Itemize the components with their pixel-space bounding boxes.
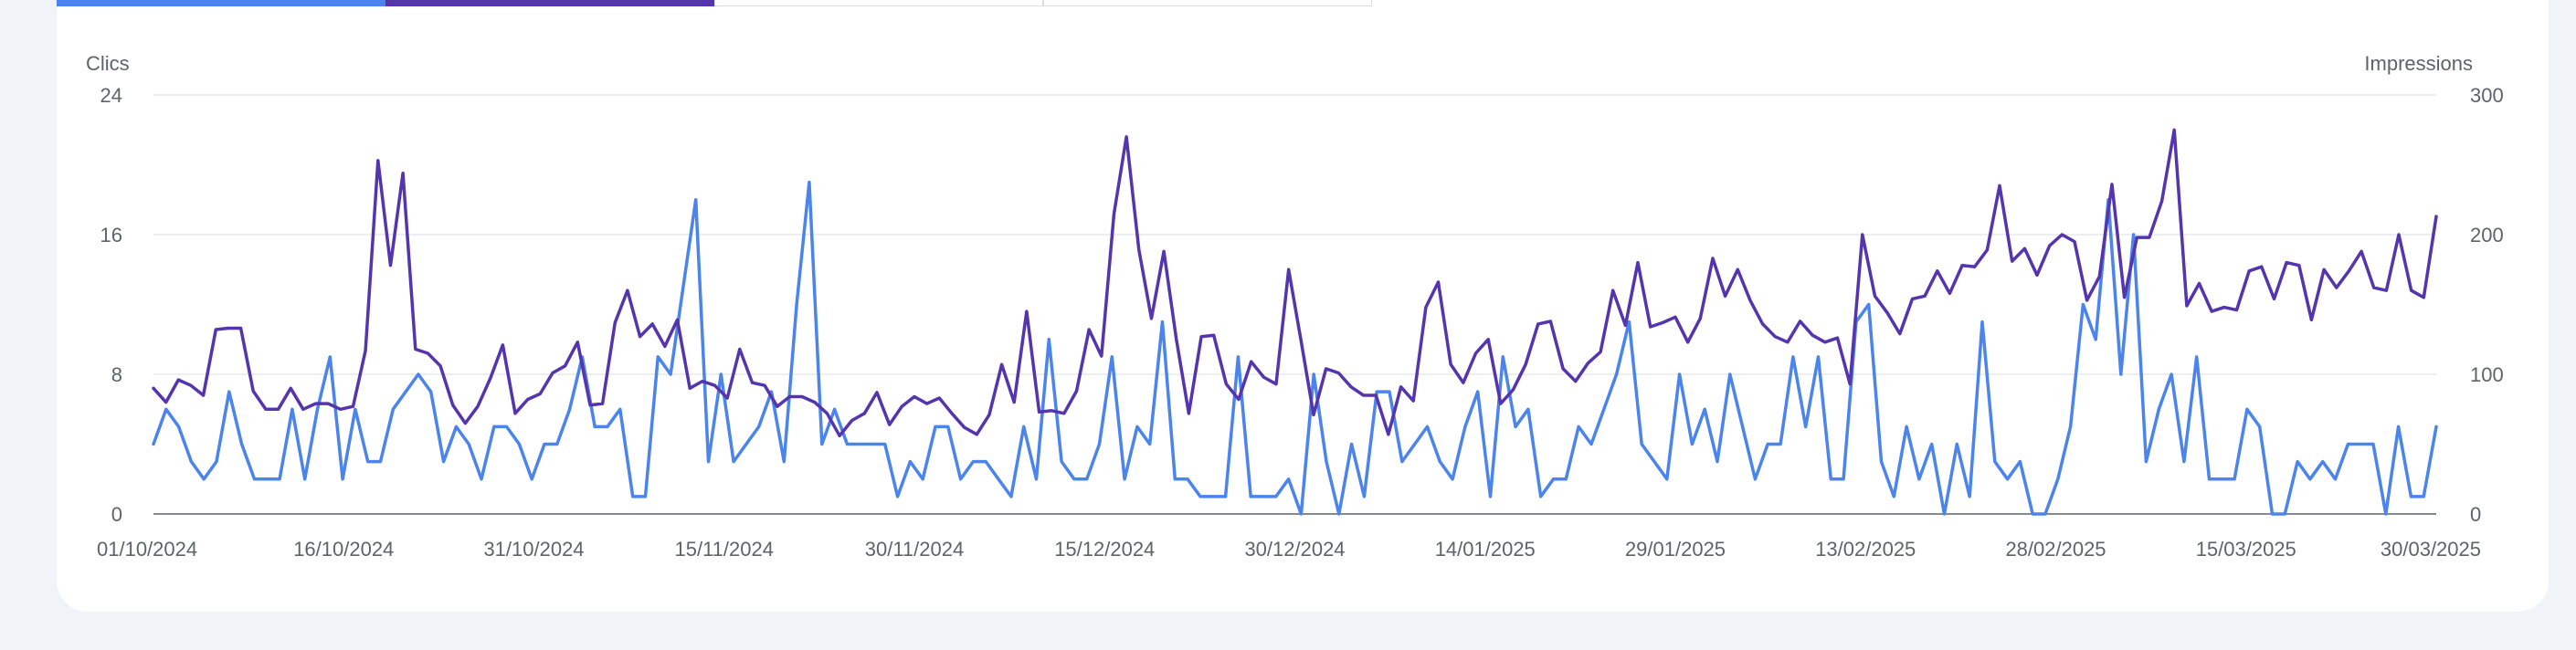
tab-impressions-indicator[interactable]	[385, 0, 714, 6]
right-tick-label: 0	[2470, 503, 2481, 526]
x-tick-label: 30/11/2024	[865, 538, 964, 561]
tab-ctr-indicator[interactable]	[714, 0, 1043, 6]
left-axis-title: Clics	[86, 52, 130, 75]
left-axis-ticks: 24 16 8 0	[100, 84, 122, 526]
x-tick-label: 15/03/2025	[2196, 538, 2296, 561]
x-tick-label: 29/01/2025	[1625, 538, 1726, 561]
left-tick-label: 8	[111, 363, 122, 386]
tab-position-indicator[interactable]	[1043, 0, 1372, 6]
series-line-impressions	[152, 128, 2438, 438]
left-tick-label: 16	[100, 224, 122, 246]
left-tick-label: 24	[100, 84, 122, 107]
x-tick-label: 01/10/2024	[97, 538, 197, 561]
right-tick-label: 100	[2470, 363, 2504, 386]
tab-clicks-indicator[interactable]	[57, 0, 385, 6]
right-axis-ticks: 300 200 100 0	[2470, 84, 2504, 526]
x-tick-label: 15/11/2024	[675, 538, 774, 561]
x-tick-label: 14/01/2025	[1435, 538, 1536, 561]
right-tick-label: 300	[2470, 84, 2504, 107]
x-tick-label: 30/12/2024	[1244, 538, 1345, 561]
x-tick-label: 13/02/2025	[1815, 538, 1916, 561]
x-tick-label: 30/03/2025	[2381, 538, 2481, 561]
left-tick-label: 0	[111, 503, 122, 526]
series-line-clics	[152, 180, 2438, 516]
x-tick-label: 15/12/2024	[1054, 538, 1155, 561]
x-tick-label: 31/10/2024	[483, 538, 584, 561]
x-axis-ticks: 01/10/2024 16/10/2024 31/10/2024 15/11/2024…	[97, 538, 2481, 561]
right-tick-label: 200	[2470, 224, 2504, 246]
right-axis-title: Impressions	[2364, 52, 2473, 75]
series-lines	[152, 128, 2438, 516]
grid-lines	[153, 94, 2436, 515]
x-tick-label: 28/02/2025	[2005, 538, 2106, 561]
metric-tabs	[57, 0, 1372, 7]
x-tick-label: 16/10/2024	[293, 538, 394, 561]
